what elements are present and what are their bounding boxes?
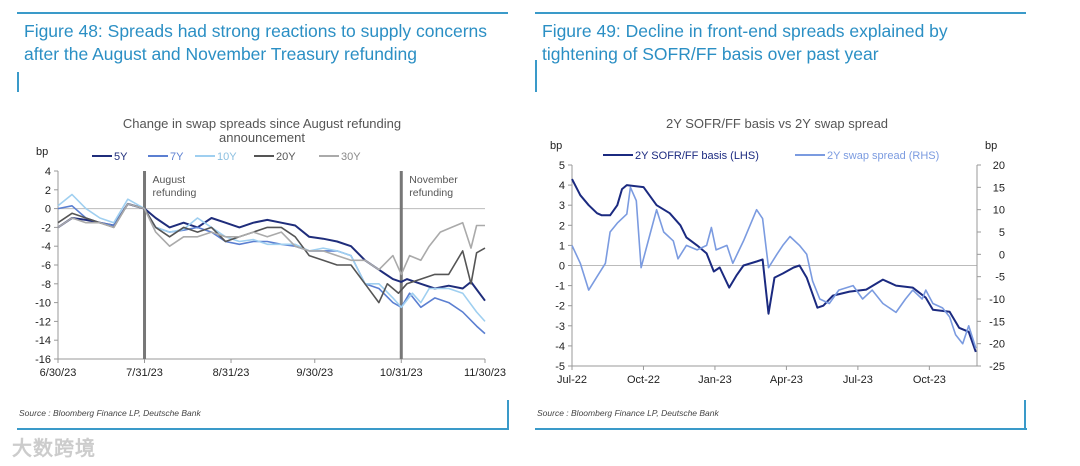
legend-label: 5Y: [114, 151, 128, 163]
series-line-5y: [57, 202, 486, 302]
x-tick-label: 8/31/23: [213, 367, 250, 379]
x-tick-label: 7/31/23: [126, 367, 163, 379]
y-tick-label: 0: [45, 204, 51, 216]
y2-tick-label: -20: [989, 339, 1005, 351]
y-tick-label: 4: [45, 166, 51, 178]
y-tick-label: 2: [45, 185, 51, 197]
x-tick-label: Oct-23: [913, 374, 946, 386]
refunding-annotation-line1: November: [409, 174, 458, 186]
series-line-2y-sofr-ff-basis-lhs-: [571, 178, 977, 353]
y-tick-label: 3: [559, 200, 565, 212]
series-line-20y: [57, 203, 486, 304]
refunding-annotation-line2: refunding: [409, 187, 453, 199]
y2-tick-label: -10: [989, 294, 1005, 306]
panel-left-left-border: [17, 72, 19, 92]
x-tick-label: 10/31/23: [380, 367, 423, 379]
figure-49-source: Source : Bloomberg Finance LP, Deutsche …: [537, 408, 719, 418]
refunding-annotation-line1: August: [153, 174, 186, 186]
panel-right-bottom-border: [535, 428, 1027, 430]
series-line-30y: [57, 203, 485, 276]
legend-label: 20Y: [276, 151, 296, 163]
panel-left-right-border: [507, 400, 509, 430]
y2-tick-label: -5: [995, 272, 1005, 284]
series-line-10y: [57, 193, 486, 322]
x-tick-label: Jan-23: [698, 374, 732, 386]
y-tick-label: -2: [555, 301, 565, 313]
y-axis-label: bp: [36, 146, 48, 158]
y-tick-label: -14: [35, 335, 51, 347]
y-tick-label: 2: [559, 220, 565, 232]
y2-tick-label: 5: [999, 227, 1005, 239]
x-tick-label: 6/30/23: [40, 367, 77, 379]
y2-tick-label: 20: [993, 160, 1005, 172]
x-tick-label: Oct-22: [627, 374, 660, 386]
y-tick-label: -16: [35, 354, 51, 366]
legend-label: 2Y swap spread (RHS): [827, 150, 939, 162]
figure-48-source: Source : Bloomberg Finance LP, Deutsche …: [19, 408, 201, 418]
figure-48-title: Figure 48: Spreads had strong reactions …: [24, 21, 488, 64]
panel-left-bottom-border: [17, 428, 509, 430]
y-tick-label: 4: [559, 180, 565, 192]
chart-title: announcement: [219, 130, 305, 145]
x-tick-label: Jul-23: [843, 374, 873, 386]
legend-label: 10Y: [217, 151, 237, 163]
series-line-2y-swap-spread-rhs-: [571, 186, 977, 349]
panel-right-right-border: [1024, 400, 1026, 430]
legend-label: 7Y: [170, 151, 184, 163]
y-tick-label: -12: [35, 316, 51, 328]
y-tick-label: -4: [41, 241, 51, 253]
y-tick-label: -2: [41, 222, 51, 234]
y-tick-label: -3: [555, 321, 565, 333]
y-tick-label: -5: [555, 361, 565, 373]
x-tick-label: Jul-22: [557, 374, 587, 386]
x-tick-label: Apr-23: [770, 374, 803, 386]
y2-tick-label: 0: [999, 249, 1005, 261]
panel-right-left-border: [535, 60, 537, 92]
chart-title: 2Y SOFR/FF basis vs 2Y swap spread: [666, 116, 888, 131]
y-tick-label: 0: [559, 261, 565, 273]
y2-tick-label: 15: [993, 182, 1005, 194]
y-tick-label: -4: [555, 341, 565, 353]
y-tick-label: -1: [555, 281, 565, 293]
x-tick-label: 11/30/23: [464, 367, 506, 379]
legend-label: 2Y SOFR/FF basis (LHS): [635, 150, 759, 162]
figure-49-title: Figure 49: Decline in front-end spreads …: [542, 21, 948, 64]
chart-title: Change in swap spreads since August refu…: [123, 116, 401, 131]
legend-label: 30Y: [341, 151, 361, 163]
watermark: 大数跨境: [12, 438, 96, 460]
y2-tick-label: -15: [989, 316, 1005, 328]
y2-axis-label: bp: [985, 140, 997, 152]
y-tick-label: 1: [559, 240, 565, 252]
y-axis-label: bp: [550, 140, 562, 152]
y-tick-label: -10: [35, 298, 51, 310]
y2-tick-label: -25: [989, 361, 1005, 373]
series-line-7y: [57, 203, 486, 335]
y-tick-label: -6: [41, 260, 51, 272]
x-tick-label: 9/30/23: [296, 367, 333, 379]
panel-right-top-border: [535, 12, 1026, 14]
y2-tick-label: 10: [993, 205, 1005, 217]
panel-left-top-border: [17, 12, 508, 14]
y-tick-label: -8: [41, 279, 51, 291]
refunding-annotation-line2: refunding: [153, 187, 197, 199]
y-tick-label: 5: [559, 160, 565, 172]
